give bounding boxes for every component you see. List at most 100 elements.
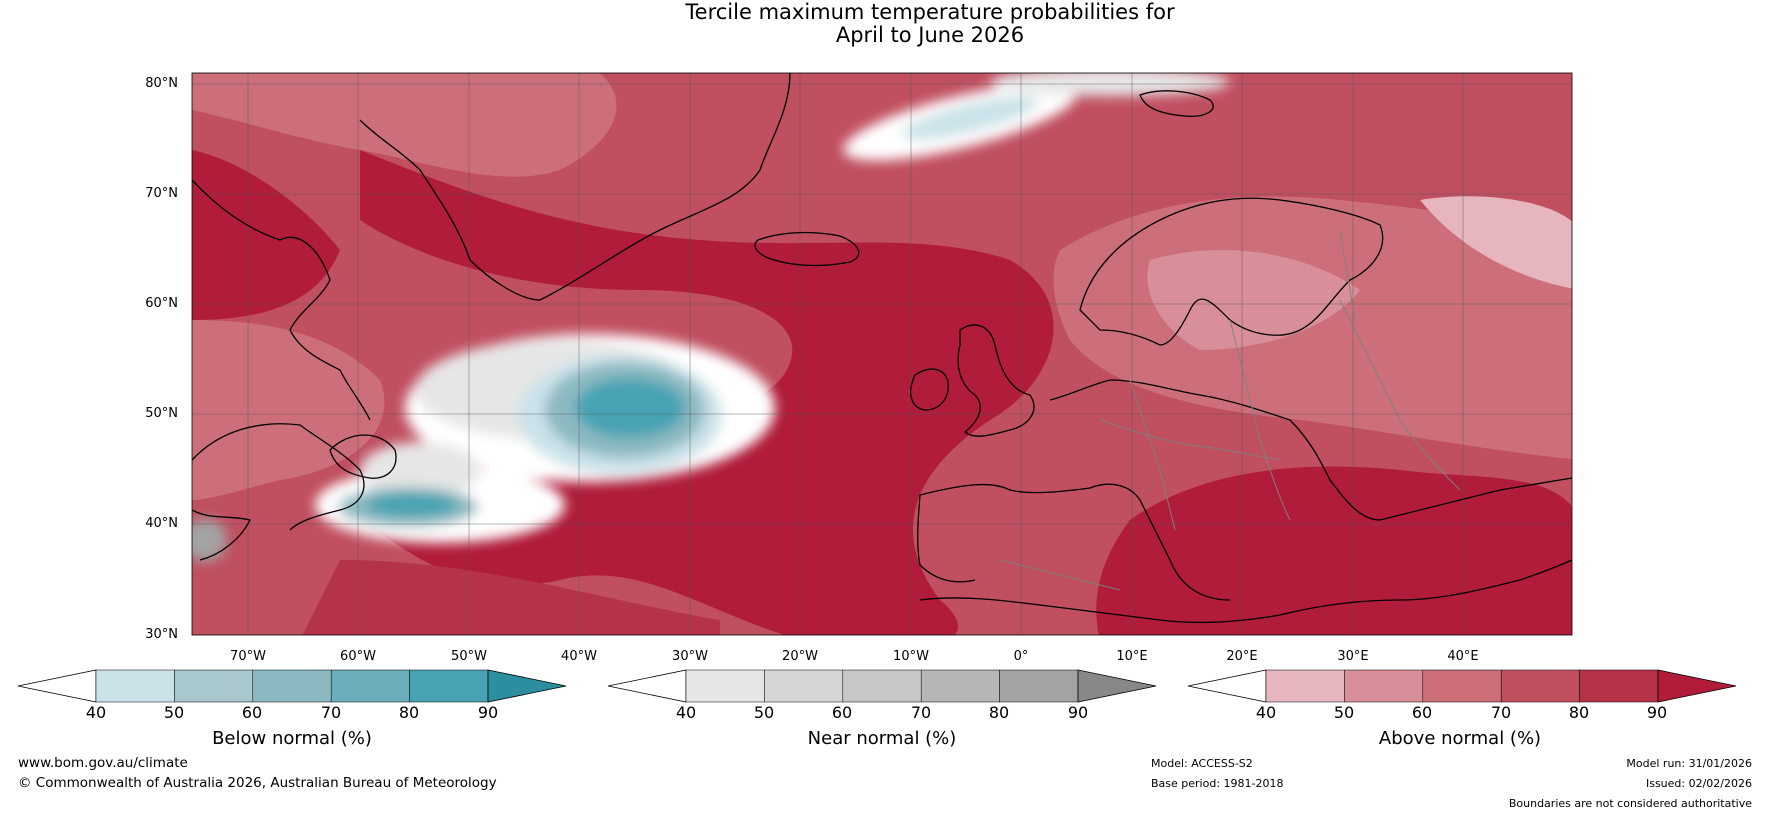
lon-label-0: 0° — [1013, 649, 1029, 664]
lon-label-10w: 10°W — [893, 649, 929, 664]
base-period-text: Base period: 1981-2018 — [1151, 777, 1284, 790]
copyright-text: © Commonwealth of Australia 2026, Austra… — [18, 775, 497, 791]
above-tick-40: 40 — [1255, 703, 1277, 722]
below-tick-60: 60 — [241, 703, 263, 722]
near-colorbar-extend-low — [607, 669, 687, 703]
model-run-text: Model run: 31/01/2026 — [1626, 757, 1752, 770]
map-frame — [191, 72, 1573, 636]
north-africa-coast — [919, 559, 1572, 624]
border-line-4 — [1339, 299, 1461, 491]
map-title-line-2: April to June 2026 — [835, 23, 1025, 47]
issued-text: Issued: 02/02/2026 — [1645, 777, 1752, 790]
near-tick-80: 80 — [988, 703, 1010, 722]
above-colorbar-segment-2 — [1344, 669, 1424, 703]
above-tick-80: 80 — [1568, 703, 1590, 722]
near-tick-50: 50 — [753, 703, 775, 722]
border-line-3 — [1229, 319, 1291, 521]
above-tick-50: 50 — [1333, 703, 1355, 722]
country-borders — [999, 229, 1461, 591]
newfoundland-coast — [329, 434, 397, 479]
lat-label-80n: 80°N — [145, 76, 178, 91]
above-normal-labrador-field — [192, 320, 385, 500]
iberia-coast — [917, 494, 976, 583]
above-tick-70: 70 — [1490, 703, 1512, 722]
iceland-coast — [754, 231, 860, 267]
above-tick-60: 60 — [1411, 703, 1433, 722]
below-normal-arctic-strip — [901, 96, 1039, 140]
near-colorbar-segment-4 — [920, 669, 1000, 703]
above-colorbar-extend-low — [1187, 669, 1267, 703]
near-colorbar-segment-3 — [842, 669, 922, 703]
lon-label-10e: 10°E — [1116, 649, 1148, 664]
near-colorbar-segment-5 — [999, 669, 1079, 703]
graticule — [192, 73, 1572, 635]
scandinavia-coast — [1079, 197, 1384, 346]
greenland-coast — [359, 73, 791, 301]
svalbard-coast — [1139, 90, 1214, 117]
below-tick-70: 70 — [320, 703, 342, 722]
us-east-coast — [192, 509, 251, 561]
lon-label-40w: 40°W — [561, 649, 597, 664]
ireland-coast — [910, 368, 949, 411]
below-colorbar-segment-2 — [174, 669, 254, 703]
below-tick-40: 40 — [85, 703, 107, 722]
near-normal-arctic-grey — [990, 73, 1230, 96]
below-colorbar-extend-high — [487, 669, 567, 703]
model-text: Model: ACCESS-S2 — [1151, 757, 1253, 770]
near-tick-70: 70 — [910, 703, 932, 722]
near-tick-60: 60 — [831, 703, 853, 722]
below-colorbar-segment-3 — [252, 669, 332, 703]
near-colorbar-extend-high — [1077, 669, 1157, 703]
below-colorbar-segment-5 — [409, 669, 489, 703]
lat-label-40n: 40°N — [145, 516, 178, 531]
above-normal-greenland-field — [192, 73, 617, 177]
labrador-coast — [192, 423, 365, 531]
lon-label-30w: 30°W — [672, 649, 708, 664]
lon-label-60w: 60°W — [340, 649, 376, 664]
above-normal-light-scandinavia — [1147, 250, 1360, 350]
website-link[interactable]: www.bom.gov.au/climate — [18, 755, 188, 771]
above-colorbar-segment-4 — [1500, 669, 1580, 703]
lon-label-30e: 30°E — [1337, 649, 1369, 664]
border-line-6 — [1339, 229, 1356, 321]
below-tick-80: 80 — [398, 703, 420, 722]
below-normal-title: Below normal (%) — [212, 728, 372, 749]
above-colorbar-extend-high — [1657, 669, 1737, 703]
above-normal-light-russia — [1420, 196, 1572, 289]
europe-north-coast — [1049, 379, 1572, 521]
lat-label-60n: 60°N — [145, 296, 178, 311]
colorbar-above-normal — [1187, 669, 1737, 703]
mediterranean-north-coast — [919, 483, 1231, 601]
above-normal-southern-band — [302, 560, 720, 635]
near-tick-40: 40 — [675, 703, 697, 722]
lon-label-20e: 20°E — [1226, 649, 1258, 664]
probability-anomaly-blobs — [192, 73, 1230, 562]
below-colorbar-segment-1 — [95, 669, 175, 703]
near-normal-grey-west — [360, 442, 480, 498]
near-colorbar-segment-2 — [764, 669, 844, 703]
near-normal-us-coast — [192, 518, 227, 562]
above-colorbar-segment-1 — [1265, 669, 1345, 703]
lon-label-50w: 50°W — [451, 649, 487, 664]
lat-label-30n: 30°N — [145, 627, 178, 642]
above-tick-90: 90 — [1646, 703, 1668, 722]
lat-label-50n: 50°N — [145, 406, 178, 421]
above-colorbar-segment-3 — [1422, 669, 1502, 703]
baffin-coast — [192, 179, 371, 421]
lon-label-20w: 20°W — [782, 649, 818, 664]
above-colorbar-segment-5 — [1579, 669, 1659, 703]
lon-label-40e: 40°E — [1447, 649, 1479, 664]
below-tick-90: 90 — [477, 703, 499, 722]
colorbar-below-normal — [17, 669, 567, 703]
near-normal-title: Near normal (%) — [807, 728, 957, 749]
lat-label-70n: 70°N — [145, 186, 178, 201]
border-line-2 — [1129, 379, 1176, 531]
great-britain-coast — [957, 324, 1035, 437]
above-normal-mediterranean — [1096, 466, 1572, 635]
near-tick-90: 90 — [1067, 703, 1089, 722]
coastlines — [192, 73, 1572, 624]
below-colorbar-extend-low — [17, 669, 97, 703]
near-colorbar-segment-1 — [685, 669, 765, 703]
below-tick-50: 50 — [163, 703, 185, 722]
